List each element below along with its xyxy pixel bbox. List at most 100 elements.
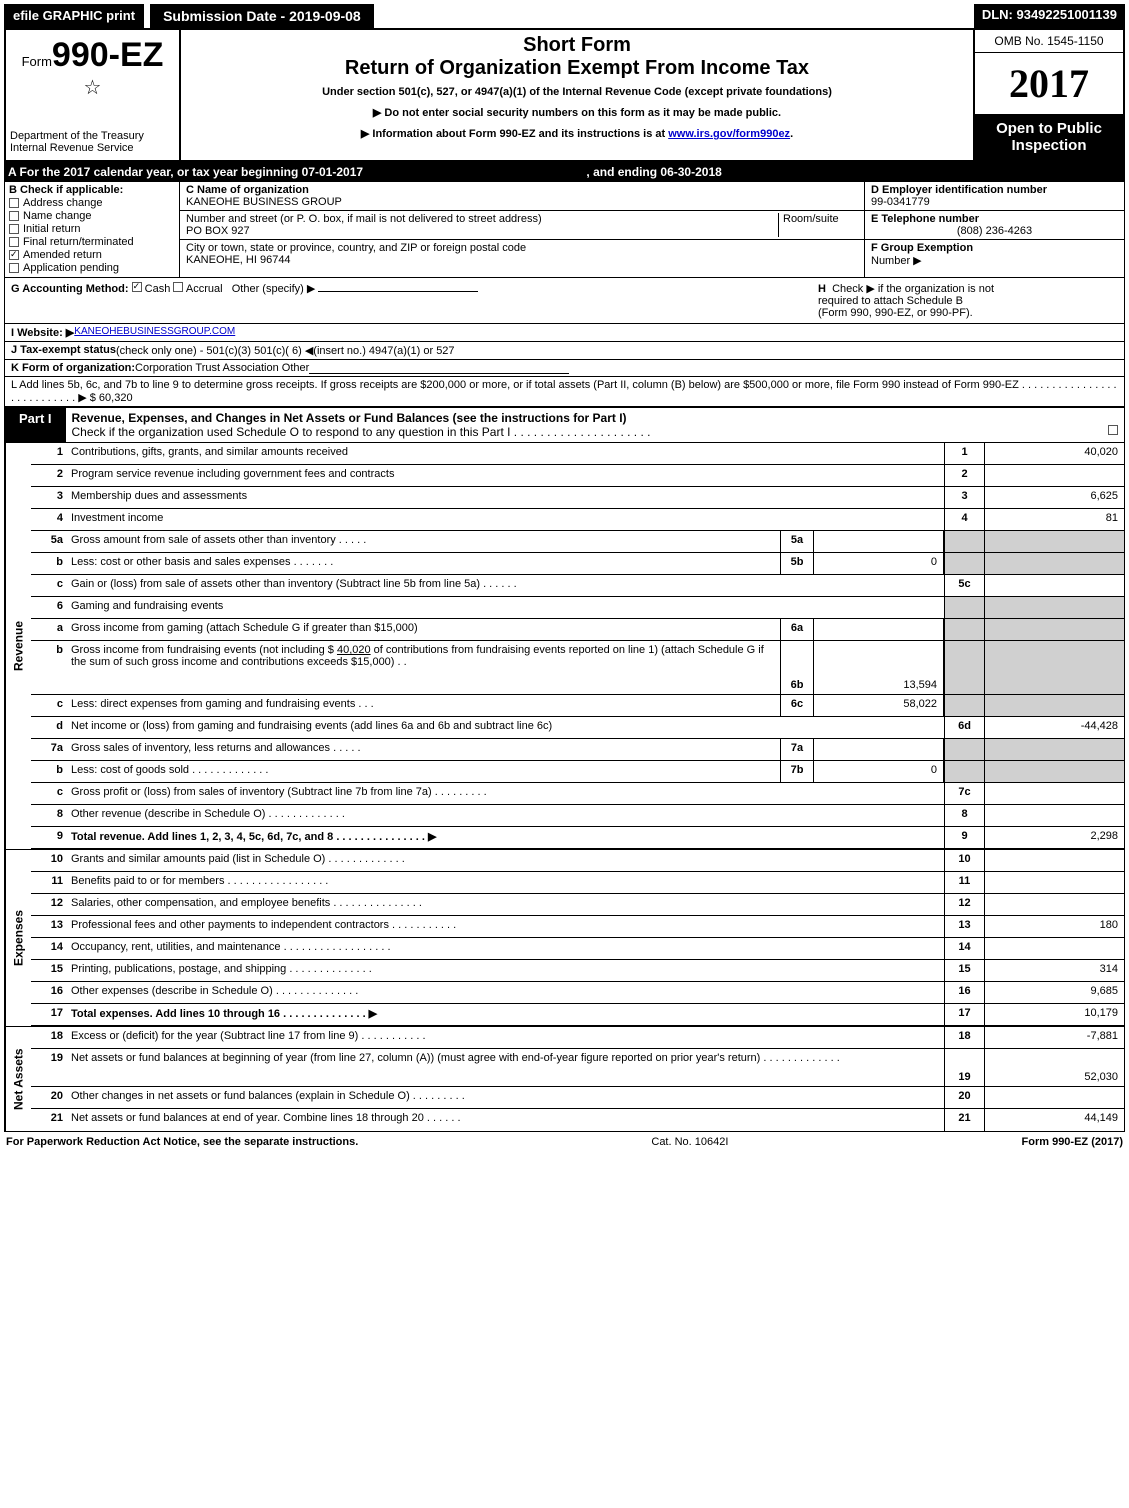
B-item-5: Application pending	[23, 262, 119, 274]
ldesc-7b: Less: cost of goods sold . . . . . . . .…	[69, 761, 780, 782]
J-row: J Tax-exempt status (check only one) - 5…	[4, 342, 1125, 360]
lno-10: 10	[31, 850, 69, 871]
lno-6b: b	[31, 641, 69, 694]
mini-6b: 6b	[780, 641, 814, 694]
chk-application-pending[interactable]	[9, 263, 19, 273]
lno-8: 8	[31, 805, 69, 826]
mval-7a	[814, 739, 944, 760]
top-bar: efile GRAPHIC print Submission Date - 20…	[4, 4, 1125, 28]
col-C: C Name of organization KANEOHE BUSINESS …	[180, 182, 864, 277]
chk-cash[interactable]	[132, 282, 142, 292]
endval-20	[984, 1087, 1124, 1108]
line-A-end: , and ending 06-30-2018	[586, 165, 721, 179]
endval-17: 10,179	[984, 1004, 1124, 1025]
lno-14: 14	[31, 938, 69, 959]
title-block: Form990-EZ ☆ Department of the Treasury …	[4, 28, 1125, 162]
K-label: K Form of organization:	[11, 362, 135, 374]
lno-19: 19	[31, 1049, 69, 1086]
H-label: H	[818, 283, 826, 295]
chk-initial-return[interactable]	[9, 224, 19, 234]
irs-label: Internal Revenue Service	[10, 142, 175, 154]
endno-19: 19	[944, 1049, 984, 1086]
I-row: I Website: ▶ KANEOHEBUSINESSGROUP.COM	[4, 324, 1125, 342]
ldesc-20: Other changes in net assets or fund bala…	[69, 1087, 944, 1108]
endval-6	[984, 597, 1124, 618]
chk-amended-return[interactable]	[9, 250, 19, 260]
endval-21: 44,149	[984, 1109, 1124, 1131]
irs-link[interactable]: www.irs.gov/form990ez	[668, 128, 790, 140]
endno-12: 12	[944, 894, 984, 915]
endval-1: 40,020	[984, 443, 1124, 464]
title-mid: Short Form Return of Organization Exempt…	[181, 30, 973, 160]
ldesc-6b: Gross income from fundraising events (no…	[69, 641, 780, 694]
B-item-3: Final return/terminated	[23, 236, 134, 248]
endno-9: 9	[944, 827, 984, 848]
endno-7c: 7c	[944, 783, 984, 804]
revenue-side-label: Revenue	[5, 443, 31, 849]
line-A: A For the 2017 calendar year, or tax yea…	[4, 162, 1125, 182]
chk-address-change[interactable]	[9, 198, 19, 208]
F-label2: Number ▶	[871, 255, 922, 267]
H-text3: (Form 990, 990-EZ, or 990-PF).	[818, 307, 973, 319]
endno-11: 11	[944, 872, 984, 893]
otpi-2: Inspection	[979, 137, 1119, 154]
endno-1: 1	[944, 443, 984, 464]
H-cell: H Check ▶ if the organization is not req…	[818, 282, 1118, 319]
mini-5b: 5b	[780, 553, 814, 574]
col-B: B Check if applicable: Address change Na…	[5, 182, 180, 277]
part1-title: Revenue, Expenses, and Changes in Net As…	[66, 408, 1124, 442]
G-other: Other (specify) ▶	[232, 283, 316, 295]
B-label: B Check if applicable:	[9, 184, 175, 196]
B-item-4: Amended return	[23, 249, 102, 261]
page-footer: For Paperwork Reduction Act Notice, see …	[4, 1132, 1125, 1152]
endval-12	[984, 894, 1124, 915]
endno-15: 15	[944, 960, 984, 981]
ldesc-7a: Gross sales of inventory, less returns a…	[69, 739, 780, 760]
I-label: I Website: ▶	[11, 326, 74, 339]
lno-6d: d	[31, 717, 69, 738]
endno-6c	[944, 695, 984, 716]
lno-15: 15	[31, 960, 69, 981]
endno-5a	[944, 531, 984, 552]
endno-6d: 6d	[944, 717, 984, 738]
endno-6a	[944, 619, 984, 640]
lno-7a: 7a	[31, 739, 69, 760]
chk-final-return[interactable]	[9, 237, 19, 247]
efile-print-button[interactable]: efile GRAPHIC print	[4, 4, 144, 28]
endno-21: 21	[944, 1109, 984, 1131]
room-suite: Room/suite	[778, 213, 858, 237]
ldesc-8: Other revenue (describe in Schedule O) .…	[69, 805, 944, 826]
dept-treasury: Department of the Treasury	[10, 130, 175, 142]
form-title: Return of Organization Exempt From Incom…	[187, 57, 967, 80]
lno-5a: 5a	[31, 531, 69, 552]
lno-20: 20	[31, 1087, 69, 1108]
mini-5a: 5a	[780, 531, 814, 552]
ldesc-11: Benefits paid to or for members . . . . …	[69, 872, 944, 893]
lno-7c: c	[31, 783, 69, 804]
form-page: efile GRAPHIC print Submission Date - 20…	[0, 0, 1129, 1156]
endno-18: 18	[944, 1027, 984, 1048]
endval-3: 6,625	[984, 487, 1124, 508]
chk-accrual[interactable]	[173, 282, 183, 292]
info-link-line: ▶ Information about Form 990-EZ and its …	[187, 127, 967, 140]
lno-17: 17	[31, 1004, 69, 1025]
endno-5b	[944, 553, 984, 574]
endno-6	[944, 597, 984, 618]
short-form-label: Short Form	[187, 34, 967, 57]
ldesc-5a: Gross amount from sale of assets other t…	[69, 531, 780, 552]
website-link[interactable]: KANEOHEBUSINESSGROUP.COM	[74, 326, 235, 339]
endval-7b	[984, 761, 1124, 782]
dln-number: DLN: 93492251001139	[974, 4, 1125, 28]
mval-6a	[814, 619, 944, 640]
org-name: KANEOHE BUSINESS GROUP	[186, 196, 858, 208]
part1-sub: Check if the organization used Schedule …	[72, 425, 651, 439]
ldesc-17: Total expenses. Add lines 10 through 16 …	[69, 1004, 944, 1025]
chk-name-change[interactable]	[9, 211, 19, 221]
endno-7b	[944, 761, 984, 782]
chk-schedule-o[interactable]	[1108, 425, 1118, 435]
ldesc-7c: Gross profit or (loss) from sales of inv…	[69, 783, 944, 804]
endno-8: 8	[944, 805, 984, 826]
ldesc-19: Net assets or fund balances at beginning…	[69, 1049, 944, 1086]
endval-6c	[984, 695, 1124, 716]
ldesc-16: Other expenses (describe in Schedule O) …	[69, 982, 944, 1003]
